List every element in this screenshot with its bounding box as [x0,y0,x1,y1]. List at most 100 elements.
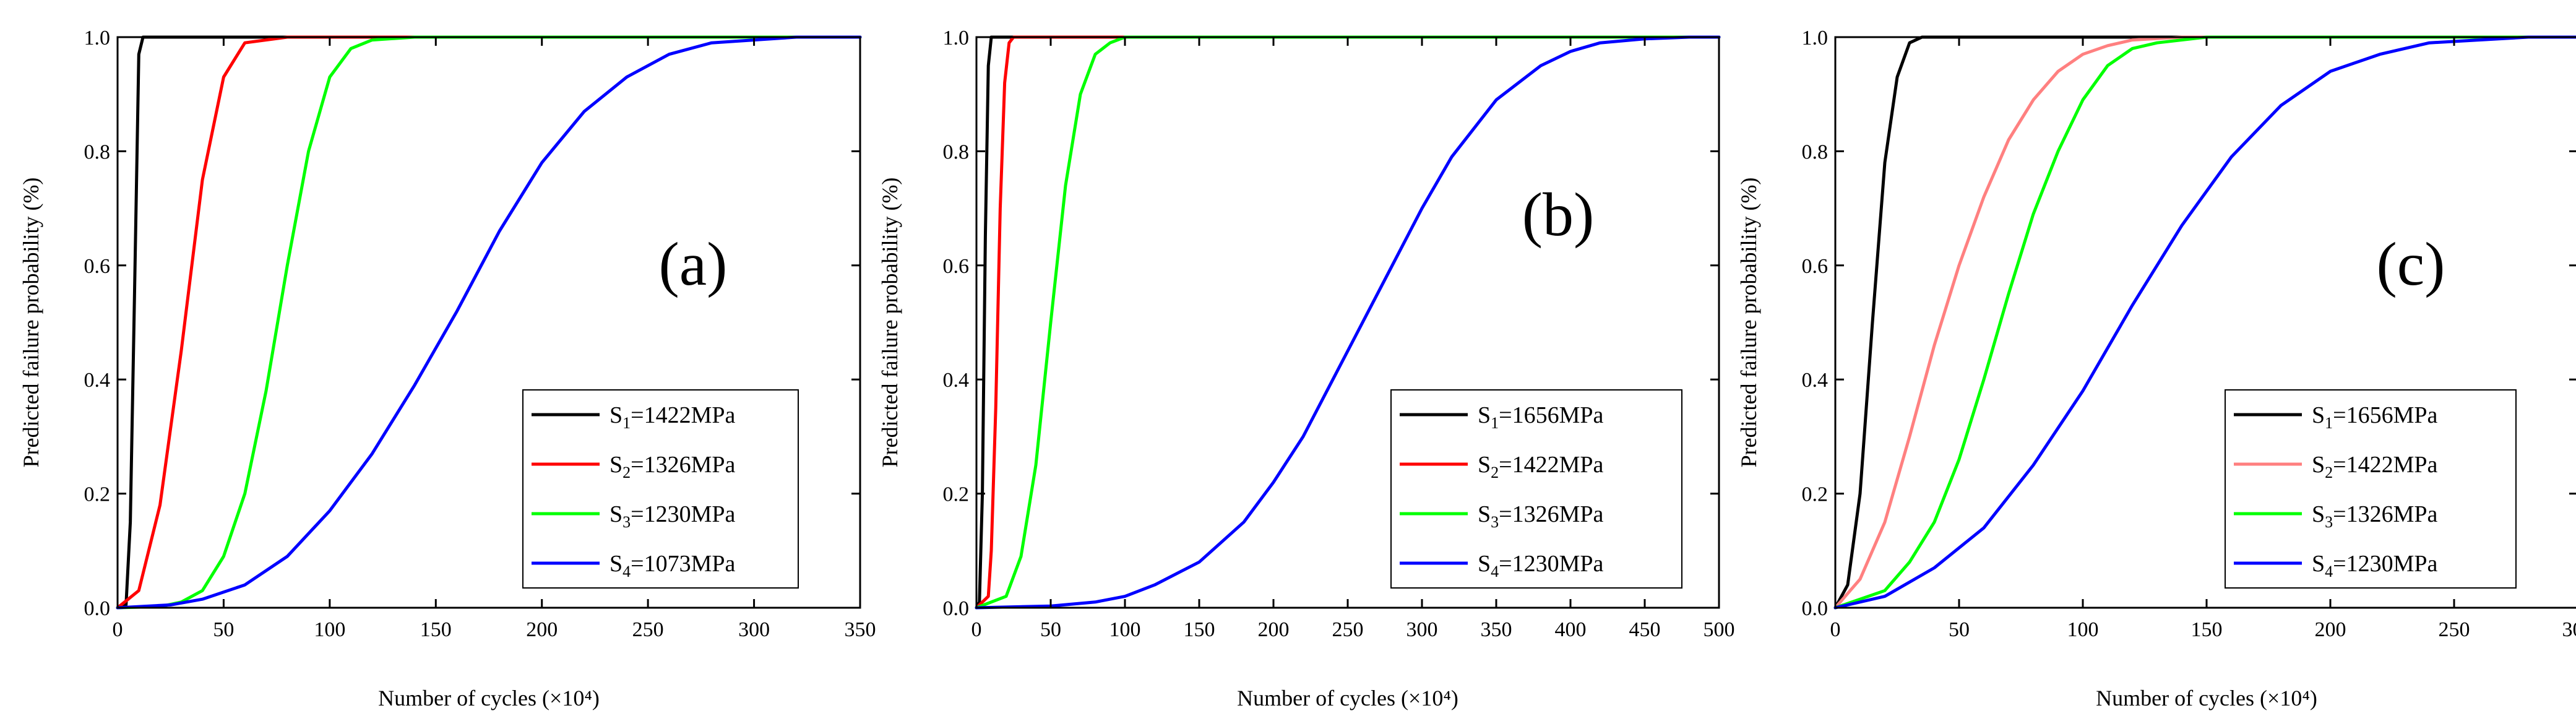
y-tick-label: 0.2 [1802,483,1829,506]
legend-item: S4=1073MPa [532,551,735,581]
x-tick-label: 50 [213,618,234,641]
y-tick-label: 0.0 [943,597,970,620]
x-axis-title: Number of cycles (×10⁴) [1237,686,1458,710]
y-axis-title: Predicted failure probability (%) [19,178,43,468]
x-tick-label: 200 [2315,618,2346,641]
legend-subscript: 1 [2325,414,2333,432]
legend-subscript: 3 [2325,513,2333,531]
y-tick-label: 0.4 [943,369,970,392]
panel-label: (c) [2377,230,2445,298]
x-axis-title: Number of cycles (×10⁴) [2096,686,2317,710]
series-line-S3=1230MPa [116,35,862,610]
legend-item: S2=1326MPa [532,452,735,481]
legend-symbol: S [1478,551,1491,577]
legend-subscript: 1 [622,414,631,432]
x-tick-label: 150 [1184,618,1215,641]
legend-value: =1073MPa [631,551,735,577]
legend-box [2225,389,2517,589]
legend-symbol: S [2312,452,2325,478]
legend-value: =1422MPa [1499,452,1603,478]
y-axis-title: Predicted failure probability (%) [1736,178,1761,468]
legend-value: =1230MPa [2333,551,2437,577]
legend-item: S2=1422MPa [1400,452,1603,481]
x-tick-label: 50 [1949,618,1970,641]
x-tick-label: 350 [1481,618,1512,641]
legend-symbol: S [1478,501,1491,527]
legend-value: =1422MPa [631,402,735,428]
legend-label: S4=1073MPa [610,551,735,581]
y-tick-label: 0.6 [943,255,970,278]
y-tick-label: 0.6 [1802,255,1829,278]
legend-subscript: 4 [1491,563,1499,581]
legend-value: =1230MPa [1499,551,1603,577]
x-tick-label: 200 [526,618,558,641]
legend-value: =1326MPa [631,452,735,478]
chart-b: 0 50 100 150 200 250 300 350 400 450 500 0.0 0.2 0.4 0… [877,27,1735,710]
x-tick-label: 0 [113,618,123,641]
legend-value: =1422MPa [2333,452,2437,478]
plot-frame [116,36,861,609]
x-tick-label: 0 [971,618,982,641]
y-tick-label: 1.0 [1802,27,1829,50]
x-tick-label: 300 [738,618,770,641]
legend-symbol: S [610,551,622,577]
y-tick-label: 0.0 [1802,597,1829,620]
x-tick-label: 250 [2439,618,2470,641]
legend-item: S1=1656MPa [1400,402,1603,432]
series-line-S1=1656MPa [1833,35,2576,610]
legend-subscript: 2 [622,464,631,481]
legend-symbol: S [610,452,622,478]
legend-box [1390,389,1682,589]
legend-symbol: S [1478,452,1491,478]
x-tick-label: 300 [1406,618,1438,641]
legend-subscript: 4 [2325,563,2333,581]
x-tick-label: 250 [1332,618,1364,641]
y-axis-title: Predicted failure probability (%) [877,178,902,468]
legend-symbol: S [1478,402,1491,428]
legend-label: S2=1422MPa [1478,452,1603,481]
legend-box [522,389,799,589]
y-tick-label: 0.8 [84,140,111,163]
legend-value: =1230MPa [631,501,735,527]
x-tick-label: 150 [420,618,452,641]
legend-value: =1326MPa [1499,501,1603,527]
panel-label: (a) [659,230,728,298]
legend-item: S3=1326MPa [2234,501,2437,531]
legend-subscript: 2 [2325,464,2333,481]
legend-value: =1656MPa [1499,402,1603,428]
legend-item: S1=1422MPa [532,402,735,432]
legend-label: S2=1422MPa [2312,452,2437,481]
legend-label: S4=1230MPa [1478,551,1603,581]
x-tick-label: 350 [845,618,876,641]
series-line-S3=1326MPa [1833,35,2576,610]
legend-item: S4=1230MPa [1400,551,1603,581]
x-tick-label: 100 [314,618,345,641]
x-tick-label: 400 [1555,618,1587,641]
legend-symbol: S [2312,551,2325,577]
y-tick-label: 0.8 [943,140,970,163]
y-tick-label: 0.6 [84,255,111,278]
legend-label: S3=1230MPa [610,501,735,531]
series-line-S2=1422MPa [1833,35,2576,610]
series-line-S4=1230MPa [975,35,1721,610]
series-line-S2=1422MPa [975,35,1721,610]
y-tick-label: 1.0 [84,27,111,50]
chart-c: 0 50 100 150 200 250 300 0.0 0.2 0.4 0.6 0.8 1.0 Numb… [1736,27,2576,710]
x-tick-label: 200 [1258,618,1290,641]
x-tick-label: 250 [632,618,664,641]
legend-subscript: 3 [1491,513,1499,531]
legend-subscript: 1 [1491,414,1499,432]
series-line-S4=1073MPa [116,35,862,610]
series-line-S2=1326MPa [116,35,862,610]
legend-label: S1=1422MPa [610,402,735,432]
legend-label: S4=1230MPa [2312,551,2437,581]
x-tick-label: 0 [1830,618,1841,641]
x-tick-label: 450 [1629,618,1661,641]
legend-label: S3=1326MPa [1478,501,1603,531]
legend-item: S3=1326MPa [1400,501,1603,531]
legend-label: S2=1326MPa [610,452,735,481]
x-axis-title: Number of cycles (×10⁴) [378,686,600,710]
legend-value: =1326MPa [2333,501,2437,527]
